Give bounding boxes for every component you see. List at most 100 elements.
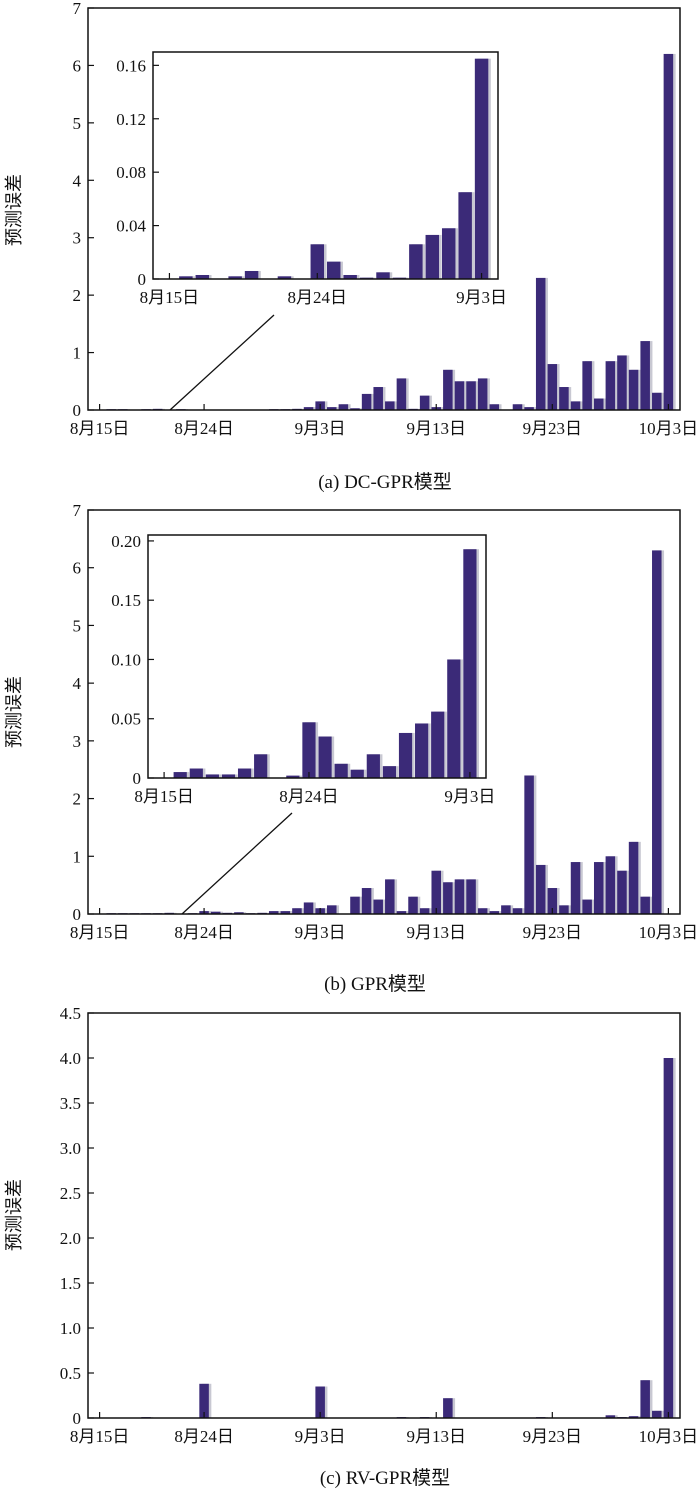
panel-c-xtick-label: 8月24日	[174, 1427, 234, 1446]
panel-a-ytick-label: 2	[73, 286, 82, 305]
panel-b-ytick-label: 5	[73, 616, 82, 635]
panel-b-ytick-label: 6	[73, 559, 82, 578]
panel-a-zoom-connector	[169, 314, 275, 411]
panel-c-bar	[663, 1058, 674, 1418]
panel-c-ytick-label: 1.5	[60, 1274, 81, 1293]
panel-b-bar	[605, 856, 616, 914]
panel-b-ytick-label: 7	[73, 501, 82, 520]
panel-c-bar	[199, 1383, 209, 1418]
panel-a-inset-bar	[409, 244, 423, 279]
panel-c-bar	[652, 1410, 662, 1418]
panel-a-bar	[512, 404, 523, 410]
panel-b-inset-bar	[463, 549, 477, 778]
panel-c-ytick-label: 2.0	[60, 1229, 81, 1248]
panel-caption-b: (b) GPR模型	[324, 973, 426, 995]
y-axis-label-a: 预测误差	[4, 174, 25, 246]
panel-a-bar	[652, 392, 662, 410]
panel-b-xtick-label: 10月3日	[639, 923, 699, 942]
panel-a-xtick-label: 10月3日	[639, 419, 699, 438]
panel-b-bar	[570, 862, 581, 914]
panel-b-inset-bar	[447, 659, 461, 778]
panel-b-inset-ytick-label: 0.20	[111, 532, 141, 551]
panel-b-bar	[350, 896, 360, 914]
panel-a-inset-xtick-label: 8月15日	[140, 288, 200, 307]
panel-b-bar	[559, 905, 569, 914]
panel-a-bar	[663, 53, 674, 410]
panel-b-bar	[443, 882, 453, 914]
panel-a-xtick-label: 9月23日	[523, 419, 583, 438]
panel-c-xtick-label: 8月15日	[70, 1427, 130, 1446]
panel-b-xtick-label: 8月15日	[70, 923, 130, 942]
panel-a-inset-ytick-label: 0.08	[116, 163, 146, 182]
panel-a-inset-bar	[277, 276, 292, 279]
panel-b-bar	[419, 908, 430, 914]
panel-b-bar	[373, 899, 383, 914]
panel-a-bar	[385, 401, 395, 410]
panel-c-bar	[628, 1416, 639, 1418]
panel-a-ytick-label: 7	[73, 0, 82, 18]
panel-a-bar	[535, 277, 546, 410]
panel-a-inset-ytick-label: 0.16	[116, 56, 146, 75]
panel-a-bar	[524, 407, 534, 410]
panel-b-bar	[327, 905, 337, 914]
panel-b-bar	[408, 896, 418, 914]
panel-b-inset-ytick-label: 0.15	[111, 591, 141, 610]
panel-b-bar	[617, 870, 627, 914]
panel-a-bar	[617, 355, 627, 410]
panel-c-ytick-label: 2.5	[60, 1184, 81, 1203]
panel-a-inset-xtick-label: 9月3日	[456, 288, 507, 307]
panel-a-bar	[593, 398, 604, 410]
panel-a-bar	[628, 369, 639, 410]
panel-b-bar	[512, 908, 523, 914]
panel-b-bar	[385, 879, 395, 914]
panel-a-inset-bar	[228, 276, 242, 279]
panel-c-bar	[640, 1380, 650, 1418]
panel-c-frame	[87, 1012, 681, 1419]
panel-a-inset-bar	[343, 274, 357, 279]
panel-b-inset-bar	[366, 754, 380, 778]
panel-c: 预测误差 (c) RV-GPR模型 0 0.5 1.0 1.5 2.0 2.5 3.0 3.5…	[4, 1004, 698, 1489]
panel-a-ytick-label: 3	[73, 229, 82, 248]
panel-a-bar	[443, 369, 453, 410]
panel-a-bar	[640, 341, 650, 410]
panel-c-ytick-label: 0.5	[60, 1364, 81, 1383]
panel-b-frame	[87, 509, 681, 915]
panel-a-bar	[303, 407, 314, 410]
panel-a-ytick-label: 1	[73, 344, 82, 363]
panel-b-bar	[234, 912, 244, 914]
panel-b: 预测误差 (b) GPR模型 0 1 2 3 4 5 6 7 8月15日 8月24日 9月3日 9月1…	[4, 501, 698, 995]
panel-b-bar	[547, 888, 558, 914]
panel-b-ytick-label: 0	[73, 905, 82, 924]
panel-a-ytick-label: 4	[73, 171, 82, 190]
panel-b-bar	[361, 888, 372, 914]
panel-caption-c: (c) RV-GPR模型	[320, 1467, 450, 1489]
panel-b-bar	[489, 911, 500, 914]
panel-b-ytick-label: 2	[73, 790, 82, 809]
panel-b-inset-frame	[147, 534, 487, 779]
panel-b-inset-bar	[254, 754, 268, 778]
panel-b-bar	[501, 905, 511, 914]
panel-c-ytick-label: 1.0	[60, 1319, 81, 1338]
panel-a-xtick-label: 9月13日	[406, 419, 466, 438]
panel-c-ytick-label: 3.0	[60, 1139, 81, 1158]
panel-b-inset-ytick-label: 0	[133, 769, 142, 788]
panel-a-xtick-label: 8月24日	[174, 419, 234, 438]
panel-a-inset-bar	[244, 270, 259, 279]
y-axis-label-c: 预测误差	[4, 1179, 25, 1251]
panel-a-bar	[570, 401, 581, 410]
panel-a-bar	[547, 364, 558, 410]
panel-b-ytick-label: 4	[73, 674, 82, 693]
panel-a-ytick-label: 6	[73, 56, 82, 75]
panel-b-zoom-connector	[181, 812, 293, 915]
panel-a: 预测误差 (a) DC-GPR模型 0 1 2 3 4 5 6 7 8月15日 8月24日 9月3日…	[4, 0, 698, 493]
panel-a-bar	[350, 408, 360, 410]
panel-a-bar	[361, 393, 372, 410]
panel-a-inset-bar	[310, 244, 325, 279]
panel-b-xtick-label: 9月3日	[295, 923, 346, 942]
panel-b-xtick-label: 9月23日	[523, 923, 583, 942]
panel-a-inset-bar	[195, 274, 210, 279]
panel-a-bar	[454, 381, 465, 410]
panel-b-inset-bar	[334, 763, 348, 778]
panel-b-bar	[303, 902, 314, 914]
